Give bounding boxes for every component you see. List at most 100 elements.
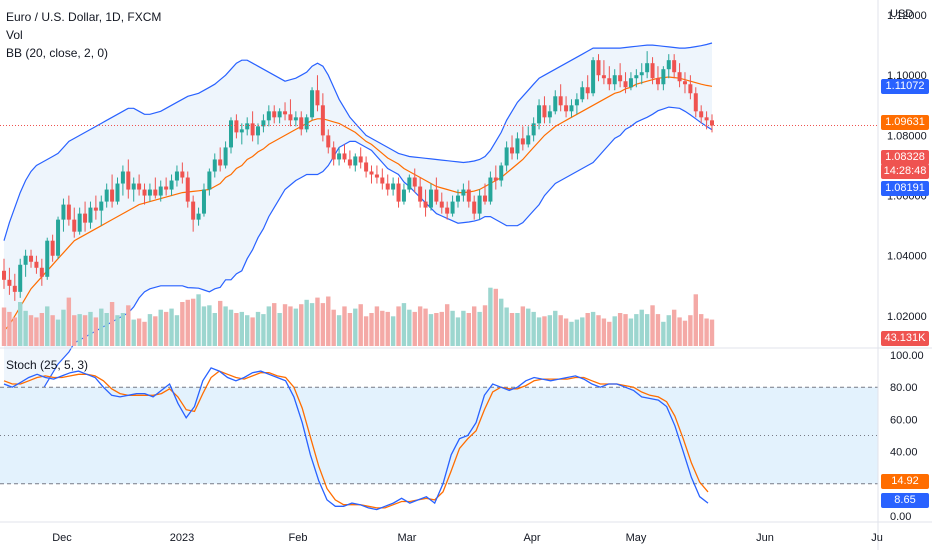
stoch-tick-label: 60.00: [890, 414, 918, 426]
volume-tag: 43.131K: [881, 331, 929, 346]
volume-bar: [185, 299, 190, 346]
candle-body: [83, 213, 88, 223]
bb-basis-tag: 1.09631: [881, 115, 929, 130]
volume-bar: [212, 313, 217, 346]
time-tick-label: Mar: [398, 532, 417, 544]
bb-lower-tag: 1.08191: [881, 181, 929, 196]
volume-bar: [417, 306, 423, 346]
candle-body: [558, 96, 563, 106]
volume-bar: [390, 316, 396, 346]
volume-bar: [574, 319, 580, 346]
candle-body: [483, 195, 488, 202]
chart-title[interactable]: Euro / U.S. Dollar, 1D, FXCM: [6, 10, 162, 24]
volume-bar: [45, 306, 50, 346]
volume-bar: [369, 313, 374, 346]
candle-body: [239, 129, 244, 133]
candle-body: [396, 183, 401, 202]
candle-body: [423, 201, 428, 208]
candle-body: [504, 147, 509, 166]
candle-body: [137, 183, 142, 190]
volume-bar: [99, 308, 104, 346]
time-tick-label: Dec: [52, 532, 72, 544]
candle-body: [261, 120, 266, 127]
volume-bar: [336, 315, 342, 346]
volume-bar: [126, 305, 131, 346]
candle-body: [342, 153, 347, 160]
candle-body: [39, 267, 44, 277]
volume-bar: [553, 310, 558, 346]
candle-body: [45, 240, 50, 277]
candle-body: [569, 105, 574, 112]
candle-body: [526, 135, 531, 145]
stoch-tick-label: 0.00: [890, 511, 911, 523]
volume-bar: [347, 313, 353, 346]
volume-bar: [190, 298, 196, 346]
candle-body: [564, 105, 569, 112]
volume-bar: [93, 317, 99, 346]
volume-bar: [407, 309, 412, 346]
volume-bar: [282, 304, 288, 346]
bb-upper-line: [3, 42, 713, 241]
candle-body: [61, 204, 66, 220]
stoch-d-line: [3, 370, 709, 509]
volume-bar: [7, 311, 12, 346]
volume-bar: [623, 314, 628, 346]
volume-bar: [682, 320, 688, 346]
candle-body: [56, 219, 61, 256]
bb-indicator-label[interactable]: BB (20, close, 2, 0): [6, 46, 109, 60]
candle-body: [293, 117, 298, 121]
volume-bar: [661, 321, 666, 346]
candle-body: [380, 177, 385, 184]
volume-bar: [120, 313, 126, 346]
candle-body: [634, 75, 639, 79]
volume-bar: [304, 299, 309, 346]
candle-body: [412, 177, 417, 187]
volume-bar: [136, 318, 142, 346]
volume-bar: [628, 318, 634, 346]
volume-bar: [331, 309, 336, 346]
volume-bar: [363, 316, 369, 346]
candle-body: [277, 111, 282, 118]
candle-body: [153, 189, 158, 196]
stoch-band: [0, 387, 878, 484]
volume-bar: [169, 308, 174, 346]
volume-bar: [358, 304, 363, 346]
volume-bar: [666, 315, 671, 346]
volume-bar: [201, 306, 207, 346]
stoch-indicator-label[interactable]: Stoch (25, 5, 3): [6, 358, 89, 372]
volume-bar: [266, 306, 272, 346]
candle-body: [466, 189, 471, 202]
volume-bar: [455, 317, 461, 346]
candle-body: [461, 189, 466, 196]
volume-bar: [412, 311, 417, 346]
volume-bar: [299, 304, 304, 346]
candle-body: [537, 105, 542, 124]
candle-body: [304, 117, 309, 130]
volume-bar: [444, 304, 450, 346]
candle-body: [531, 123, 536, 136]
volume-bar: [163, 311, 169, 346]
volume-bar: [277, 313, 282, 346]
candle-body: [326, 135, 331, 148]
volume-bar: [88, 311, 93, 346]
volume-bar: [158, 309, 163, 346]
volume-bar: [450, 310, 455, 346]
volume-bar: [374, 306, 380, 346]
volume-bar: [396, 306, 401, 346]
volume-bar: [250, 317, 255, 346]
candle-body: [623, 81, 628, 88]
candle-body: [601, 75, 606, 79]
candle-body: [385, 183, 390, 190]
candle-body: [299, 117, 304, 130]
candle-body: [407, 177, 412, 190]
candle-body: [499, 165, 504, 181]
volume-bar: [18, 302, 23, 346]
volume-bar: [542, 316, 547, 346]
candle-body: [164, 186, 169, 190]
volume-bar: [477, 311, 482, 346]
volume-bar: [353, 308, 358, 346]
vol-indicator-label[interactable]: Vol: [6, 28, 23, 42]
candle-body: [120, 171, 125, 184]
volume-bar: [520, 306, 526, 346]
